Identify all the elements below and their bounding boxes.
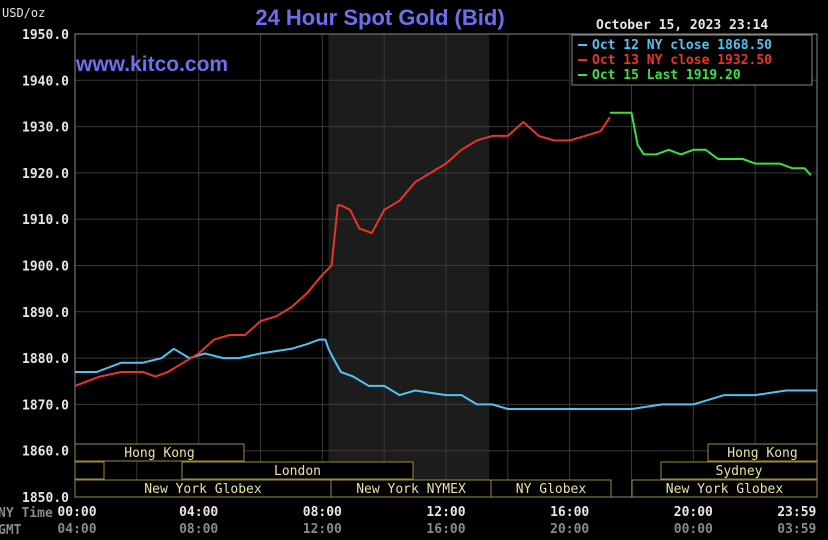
y-axis-ticks: 1950.0 1940.0 1930.0 1920.0 1910.0 1900.0 1890… — [22, 28, 69, 506]
y-tick-label: 1870.0 — [22, 398, 69, 413]
price-series — [74, 111, 817, 410]
legend-entry: Oct 15 Last 1919.20 — [592, 68, 741, 83]
site-watermark: www.kitco.com — [75, 53, 228, 76]
session-label: Hong Kong — [124, 446, 194, 461]
x-tick-label-ny: 20:00 — [674, 505, 713, 520]
y-tick-label: 1910.0 — [22, 213, 69, 228]
session-box — [74, 443, 245, 462]
y-tick-label: 1890.0 — [22, 306, 69, 321]
session-box — [490, 479, 612, 498]
x-tick-label-gmt: 04:00 — [57, 522, 96, 537]
y-tick-label: 1920.0 — [22, 167, 69, 182]
x-axis-ticks: 00:00 04:00 04:00 08:00 08:00 12:00 12:00 16:00… — [57, 505, 816, 537]
legend-entry: Oct 12 NY close 1868.50 — [592, 38, 772, 53]
session-label: London — [274, 464, 321, 479]
y-tick-label: 1930.0 — [22, 121, 69, 136]
y-tick-label: 1940.0 — [22, 74, 69, 89]
session-label: Hong Kong — [727, 446, 797, 461]
x-tick-label-gmt: 03:59 — [777, 522, 816, 537]
x-tick-label-ny: 08:00 — [303, 505, 342, 520]
session-box — [707, 443, 818, 462]
x-tick-label-gmt: 00:00 — [674, 522, 713, 537]
y-tick-label: 1850.0 — [22, 491, 69, 506]
session-label: New York Globex — [666, 482, 784, 497]
grid-lines — [74, 33, 818, 498]
x-tick-label-ny: 12:00 — [426, 505, 465, 520]
y-tick-label: 1900.0 — [22, 260, 69, 275]
y-tick-label: 1860.0 — [22, 445, 69, 460]
x-tick-label-ny: 23:59 — [777, 505, 816, 520]
y-tick-label: 1880.0 — [22, 352, 69, 367]
session-box — [660, 461, 818, 480]
session-label: New York NYMEX — [356, 482, 466, 497]
unit-label: USD/oz — [2, 6, 45, 20]
x-tick-label-gmt: 16:00 — [426, 522, 465, 537]
series-line — [74, 116, 611, 387]
market-sessions: Hong Kong London New York Globex New York N… — [74, 443, 818, 498]
x-tick-label-ny: 04:00 — [179, 505, 218, 520]
x-tick-label-ny: 00:00 — [57, 505, 96, 520]
session-label: NY Globex — [516, 482, 587, 497]
x-tick-label-gmt: 08:00 — [179, 522, 218, 537]
x-tick-label-gmt: 12:00 — [303, 522, 342, 537]
y-tick-label: 1950.0 — [22, 28, 69, 43]
series-line — [609, 111, 812, 176]
x-tick-label-gmt: 20:00 — [550, 522, 589, 537]
session-box — [181, 461, 414, 480]
legend-box — [571, 34, 813, 86]
timestamp: October 15, 2023 23:14 — [596, 18, 768, 33]
session-label: New York Globex — [144, 482, 262, 497]
session-box — [74, 461, 105, 480]
chart-title: 24 Hour Spot Gold (Bid) — [255, 5, 504, 30]
legend-entry: Oct 13 NY close 1932.50 — [592, 53, 772, 68]
session-box — [631, 479, 818, 498]
x-tick-label-ny: 16:00 — [550, 505, 589, 520]
session-label: Sydney — [716, 464, 763, 479]
ny-time-row-label: NY Time — [0, 506, 53, 521]
gmt-row-label: GMT — [0, 523, 22, 538]
